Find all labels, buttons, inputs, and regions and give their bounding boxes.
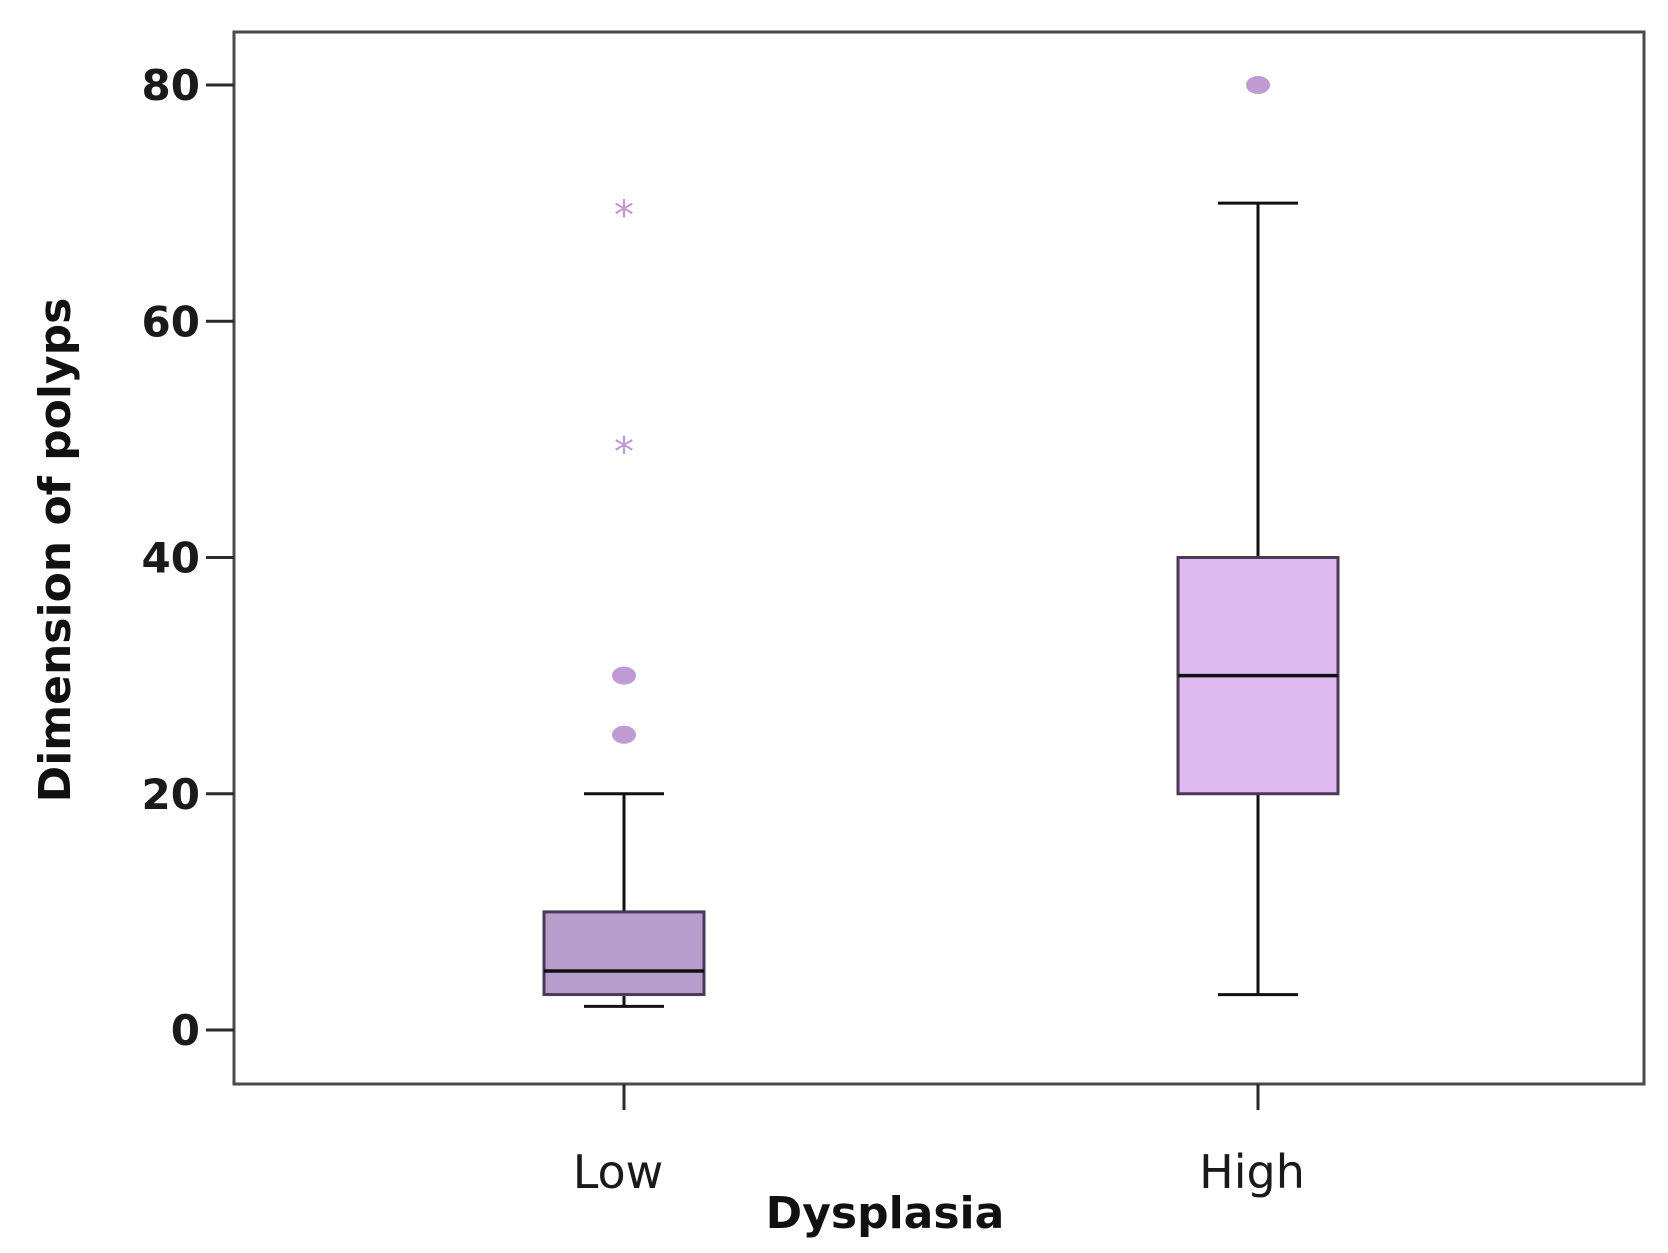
outlier-star: * — [614, 193, 634, 239]
x-axis: Low High — [573, 1084, 1305, 1199]
y-axis: 0 20 40 60 80 — [142, 61, 234, 1055]
y-tick-label: 60 — [142, 297, 200, 346]
x-axis-title: Dysplasia — [766, 1188, 1005, 1239]
x-tick-label-low: Low — [573, 1145, 664, 1199]
outlier-circle — [1246, 76, 1270, 94]
x-tick-label-high: High — [1199, 1145, 1305, 1199]
box-high — [1176, 76, 1340, 997]
y-tick-label: 40 — [142, 534, 200, 583]
plot-area-frame — [232, 30, 1646, 1086]
iqr-box — [542, 910, 706, 997]
y-tick-label: 20 — [142, 770, 200, 819]
outlier-star: * — [614, 429, 634, 475]
outlier-circle — [612, 666, 636, 685]
boxes-group: ** — [542, 76, 1340, 1008]
box-low: ** — [542, 193, 706, 1008]
outlier-circle — [612, 725, 636, 744]
y-tick-label: 0 — [171, 1006, 200, 1055]
y-tick-label: 80 — [142, 61, 200, 110]
y-axis-title: Dimension of polyps — [30, 298, 81, 803]
